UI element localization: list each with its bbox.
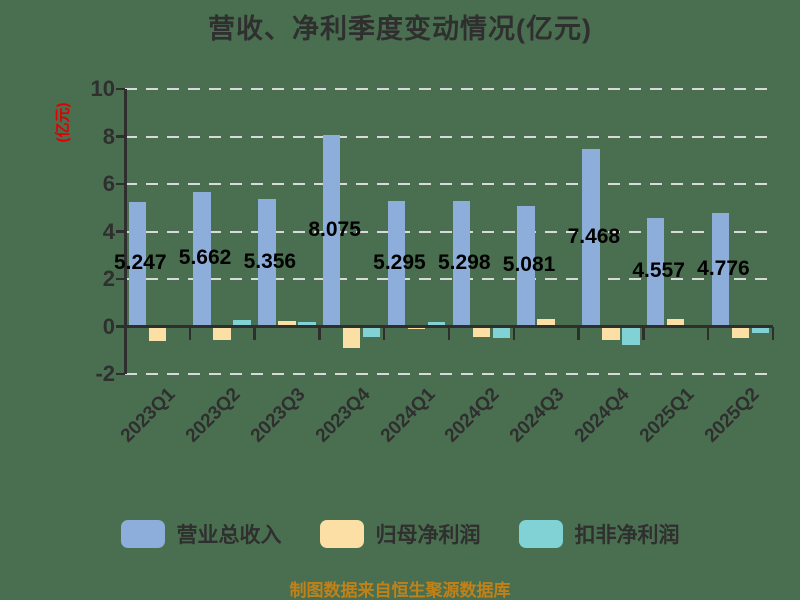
- y-tick: [116, 182, 125, 186]
- x-tick-label: 2023Q1: [117, 384, 180, 447]
- bar-revenue-2024Q4: [582, 149, 600, 327]
- x-axis-line: [122, 325, 773, 328]
- y-axis-line: [124, 89, 127, 374]
- bar-revenue-2024Q1: [387, 200, 406, 327]
- y-tick: [116, 372, 125, 376]
- bar-net-profit-2025Q2: [731, 326, 750, 339]
- x-tick-label: 2024Q4: [570, 384, 634, 447]
- legend-label-net-profit: 归母净利润: [375, 524, 481, 547]
- bar-net-profit-2024Q3: [537, 319, 555, 327]
- y-tick: [116, 277, 125, 281]
- bar-value-label-2023Q1: 5.247: [113, 251, 167, 275]
- x-tick-label: 2023Q2: [181, 384, 245, 447]
- bar-value-label-2024Q2: 5.298: [437, 250, 491, 274]
- bar-net-profit-2024Q2: [472, 326, 490, 338]
- bar-deducted-net-profit-2024Q1: [427, 321, 446, 327]
- x-tick-label: 2024Q3: [505, 384, 569, 447]
- bar-deducted-net-profit-2023Q3: [298, 322, 316, 327]
- x-tick-label: 2025Q1: [635, 384, 699, 447]
- y-tick-label: -2: [95, 361, 115, 386]
- bar-revenue-2024Q2: [452, 200, 470, 327]
- y-tick-label: 10: [90, 76, 115, 101]
- bar-net-profit-2024Q4: [602, 326, 620, 341]
- x-tick-label: 2025Q2: [700, 384, 764, 447]
- y-tick: [116, 87, 125, 91]
- x-tick: [577, 326, 580, 340]
- bar-deducted-net-profit-2023Q2: [233, 319, 251, 327]
- bar-value-label-2025Q2: 4.776: [697, 256, 750, 280]
- bar-revenue-2023Q3: [258, 199, 276, 327]
- footer-credit: 制图数据来自恒生聚源数据库: [289, 581, 511, 600]
- y-tick-label: 6: [102, 171, 115, 196]
- bar-net-profit-2023Q3: [278, 321, 296, 327]
- bar-deducted-net-profit-2025Q2: [751, 326, 770, 333]
- bar-value-label-2023Q2: 5.662: [178, 246, 232, 270]
- bar-net-profit-2023Q1: [148, 326, 166, 342]
- grid-line: [125, 88, 773, 90]
- grid-line: [125, 373, 773, 375]
- legend-label-revenue: 营业总收入: [176, 524, 282, 547]
- y-tick-label: 2: [102, 266, 115, 291]
- x-tick: [253, 326, 256, 340]
- y-tick: [116, 230, 125, 233]
- x-tick-label: 2023Q3: [246, 384, 310, 447]
- y-tick-label: 0: [102, 313, 115, 339]
- legend-swatch-revenue: [120, 520, 165, 548]
- x-tick: [512, 326, 516, 340]
- bar-value-label-2023Q3: 5.356: [243, 249, 297, 273]
- legend-swatch-deducted-net-profit: [518, 520, 563, 548]
- y-tick: [116, 135, 125, 138]
- legend-item-revenue: 营业总收入: [120, 519, 282, 549]
- y-tick-label: 8: [102, 123, 115, 149]
- y-tick-label: 4: [102, 218, 115, 244]
- legend: 营业总收入 归母净利润 扣非净利润: [0, 519, 800, 549]
- x-tick: [188, 326, 192, 340]
- x-tick: [382, 326, 386, 340]
- grid-line: [125, 183, 773, 185]
- x-tick: [771, 326, 775, 340]
- x-tick-label: 2023Q4: [311, 384, 375, 447]
- bar-revenue-2023Q4: [322, 134, 341, 327]
- x-tick: [318, 326, 321, 340]
- bar-revenue-2023Q1: [128, 201, 146, 327]
- legend-swatch-net-profit: [319, 520, 364, 548]
- bar-value-label-2024Q3: 5.081: [502, 253, 556, 277]
- y-tick: [116, 325, 125, 328]
- bar-value-label-2024Q1: 5.295: [373, 250, 426, 274]
- bar-value-label-2024Q4: 7.468: [567, 224, 621, 248]
- grid-line: [125, 278, 773, 280]
- grid-line: [125, 230, 773, 233]
- bar-net-profit-2023Q2: [213, 326, 231, 341]
- legend-label-deducted-net-profit: 扣非净利润: [574, 524, 680, 547]
- bar-net-profit-2025Q1: [666, 318, 685, 327]
- legend-item-net-profit: 归母净利润: [319, 519, 481, 549]
- bar-revenue-2024Q3: [517, 205, 535, 327]
- legend-item-deducted-net-profit: 扣非净利润: [518, 519, 680, 549]
- x-tick-label: 2024Q2: [441, 384, 504, 447]
- bar-deducted-net-profit-2024Q2: [492, 326, 510, 339]
- bar-revenue-2023Q2: [193, 192, 211, 327]
- x-tick: [447, 326, 451, 340]
- chart-title: 营收、净利季度变动情况(亿元): [208, 14, 592, 44]
- bar-value-label-2025Q1: 4.557: [632, 259, 685, 283]
- x-tick: [706, 326, 710, 340]
- bar-net-profit-2023Q4: [342, 326, 361, 348]
- bar-value-label-2023Q4: 8.075: [308, 217, 361, 241]
- bar-deducted-net-profit-2024Q4: [622, 326, 640, 345]
- x-tick: [642, 326, 645, 340]
- bar-deducted-net-profit-2023Q4: [362, 326, 381, 337]
- bar-revenue-2025Q1: [646, 218, 665, 327]
- x-tick-label: 2024Q1: [376, 384, 440, 447]
- bar-revenue-2025Q2: [711, 213, 730, 327]
- grid-line: [125, 135, 773, 138]
